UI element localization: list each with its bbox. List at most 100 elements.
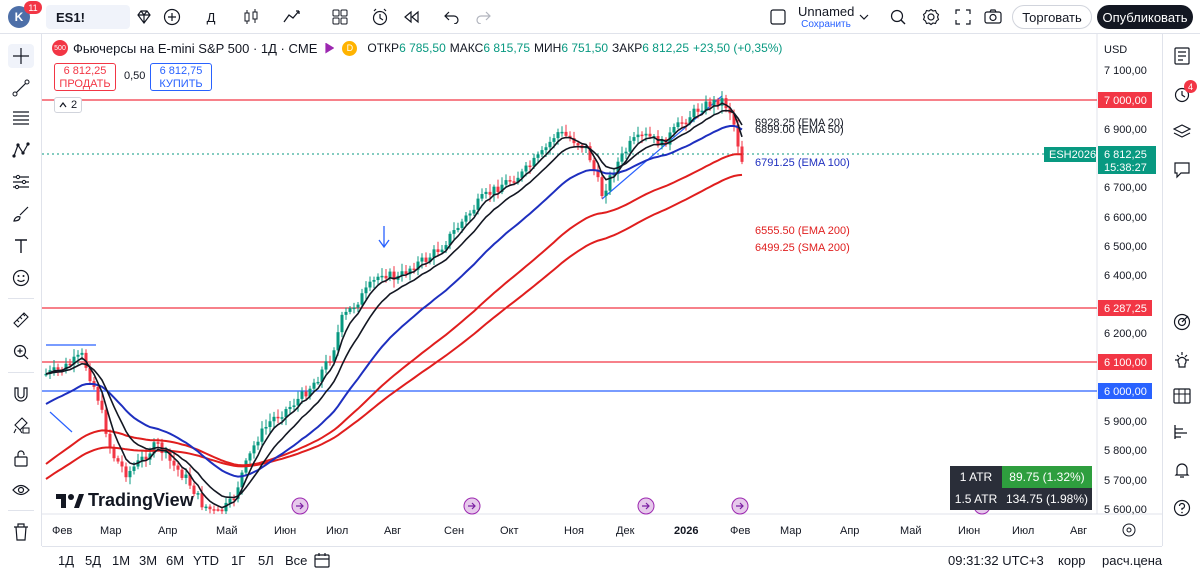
candles-group <box>44 91 744 514</box>
layout-name: Unnamed <box>798 4 855 19</box>
blue-trend-line-left[interactable] <box>49 411 73 433</box>
fib-lines-icon[interactable] <box>8 106 34 130</box>
event-markers[interactable] <box>291 497 991 515</box>
candle-body <box>324 361 328 370</box>
replay-icon[interactable] <box>400 5 422 29</box>
candle-body <box>68 363 72 366</box>
range-button-3М[interactable]: 3М <box>139 553 158 568</box>
notifications-bell-icon[interactable] <box>1169 458 1195 482</box>
candle-body <box>480 194 484 199</box>
date-range-picker-icon[interactable] <box>314 553 332 572</box>
candle-body <box>620 153 624 162</box>
lock-drawing-icon[interactable] <box>8 414 34 438</box>
candle-body <box>428 257 432 262</box>
redo-icon[interactable] <box>472 5 494 29</box>
time-tick-label: Мар <box>780 525 802 537</box>
emoji-icon[interactable] <box>8 266 34 290</box>
calendar-grid-icon[interactable] <box>1169 384 1195 408</box>
candle-body <box>640 134 644 137</box>
watchlist-icon[interactable] <box>1169 44 1195 68</box>
target-icon[interactable] <box>1169 310 1195 334</box>
candle-body <box>320 369 324 382</box>
axis-settings-icon[interactable] <box>1122 523 1136 537</box>
layers-icon[interactable] <box>1169 120 1195 144</box>
ideas-bulb-icon[interactable] <box>1169 348 1195 372</box>
ruler-icon[interactable] <box>8 308 34 332</box>
time-tick-label: Дек <box>616 525 635 537</box>
sell-button[interactable]: 6 812,25 ПРОДАТЬ <box>54 63 116 91</box>
price-tag-7000 <box>1098 92 1152 108</box>
chat-icon[interactable] <box>1169 158 1195 182</box>
candle-body <box>576 143 580 146</box>
forecast-icon[interactable] <box>8 170 34 194</box>
range-button-1М[interactable]: 1М <box>112 553 131 568</box>
symbol-title[interactable]: Фьючерсы на E-mini S&P 500 · 1Д · CME <box>73 40 318 56</box>
pattern-icon[interactable] <box>8 138 34 162</box>
range-button-YTD[interactable]: YTD <box>193 553 219 568</box>
magnet-icon[interactable] <box>8 382 34 406</box>
tradingview-logo[interactable]: TradingView <box>56 490 194 511</box>
range-button-6М[interactable]: 6М <box>166 553 185 568</box>
dividend-badge[interactable]: D <box>342 40 358 56</box>
clock-timezone[interactable]: 09:31:32 UTC+3 <box>948 553 1044 568</box>
range-button-5Д[interactable]: 5Д <box>85 553 102 568</box>
eye-icon[interactable] <box>8 478 34 502</box>
candles-icon[interactable] <box>240 5 262 29</box>
collapse-indicators-button[interactable]: 2 <box>54 97 82 113</box>
layout-checkbox-icon[interactable] <box>768 5 788 29</box>
chart-pane[interactable]: 6928.25 (EMA 20) 6899.00 (EMA 50) 6791.2… <box>42 34 1162 546</box>
down-arrow-marker[interactable] <box>378 226 390 249</box>
diamond-icon[interactable] <box>133 5 155 29</box>
publish-button[interactable]: Опубликовать <box>1097 5 1193 29</box>
layout-save-status: Сохранить <box>801 19 851 30</box>
currency-label[interactable]: USD <box>1104 44 1127 56</box>
chevron-up-icon <box>59 102 67 108</box>
range-button-1Г[interactable]: 1Г <box>231 553 246 568</box>
range-button-1Д[interactable]: 1Д <box>58 553 75 568</box>
lock-icon[interactable] <box>8 446 34 470</box>
chart-canvas[interactable]: 6928.25 (EMA 20) 6899.00 (EMA 50) 6791.2… <box>42 34 1162 546</box>
avatar-letter: K <box>14 10 24 24</box>
open-value: 6 785,50 <box>399 41 446 55</box>
layout-grid-icon[interactable] <box>329 5 351 29</box>
symbol-legend[interactable]: 500 Фьючерсы на E-mini S&P 500 · 1Д · CM… <box>52 40 782 56</box>
alerts-clock-icon[interactable] <box>1169 82 1195 106</box>
indicators-icon[interactable] <box>280 5 306 29</box>
dom-icon[interactable] <box>1169 420 1195 444</box>
alert-clock-icon[interactable] <box>368 5 392 29</box>
candle-body <box>488 191 492 195</box>
crosshair-icon[interactable] <box>8 44 34 68</box>
layout-name-block[interactable]: Unnamed Сохранить <box>798 4 855 31</box>
text-tool-icon[interactable] <box>8 234 34 258</box>
candle-body <box>720 98 724 106</box>
fullscreen-icon[interactable] <box>952 5 974 29</box>
drawing-toolbar <box>0 34 42 546</box>
interval-button[interactable]: Д <box>198 5 224 29</box>
symbol-search[interactable]: ES1! <box>46 5 130 29</box>
trade-button[interactable]: Торговать <box>1012 5 1092 29</box>
avatar-badge: 11 <box>24 1 42 14</box>
candle-body <box>504 180 508 185</box>
brush-icon[interactable] <box>8 202 34 226</box>
buy-button[interactable]: 6 812,75 КУПИТЬ <box>150 63 212 91</box>
adjustment-toggle[interactable]: корр <box>1058 553 1086 568</box>
quick-search-icon[interactable] <box>887 5 909 29</box>
help-icon[interactable] <box>1169 496 1195 520</box>
candle-body <box>468 213 472 216</box>
trash-icon[interactable] <box>8 520 34 544</box>
range-button-Все[interactable]: Все <box>285 553 308 568</box>
chevron-down-icon[interactable] <box>856 5 872 29</box>
time-axis[interactable]: Фев Мар Апр Май Июн Июл Авг Сен Окт Ноя Дек 2026 Фев… <box>52 525 1087 537</box>
settlement-toggle[interactable]: расч.цена <box>1102 553 1163 568</box>
settings-gear-icon[interactable] <box>920 5 942 29</box>
compare-add-icon[interactable] <box>161 5 183 29</box>
candle-body <box>164 451 168 454</box>
zoom-in-icon[interactable] <box>8 340 34 364</box>
trend-line-icon[interactable] <box>8 76 34 100</box>
candle-body <box>112 447 116 459</box>
undo-icon[interactable] <box>441 5 463 29</box>
flag-icon[interactable] <box>325 42 335 54</box>
close-label: ЗАКР <box>612 41 643 55</box>
range-button-5Л[interactable]: 5Л <box>258 553 274 568</box>
camera-icon[interactable] <box>982 5 1004 29</box>
